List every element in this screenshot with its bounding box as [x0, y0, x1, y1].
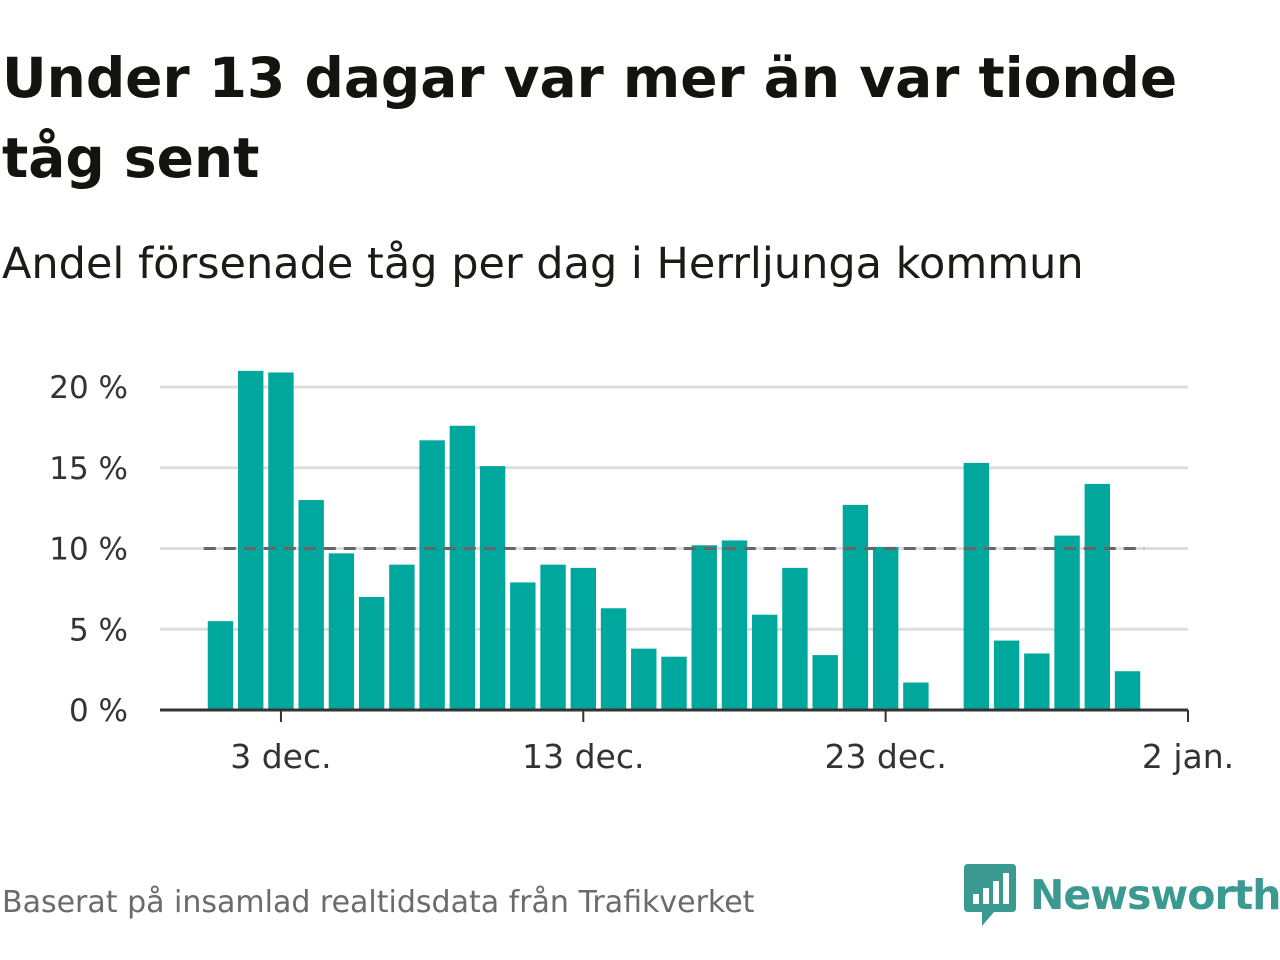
- y-tick-label: 5 %: [69, 612, 128, 648]
- y-tick-label: 10 %: [49, 532, 128, 568]
- bar: [812, 655, 838, 710]
- bar: [1114, 671, 1141, 710]
- x-tick-label: 2 jan.: [1142, 737, 1234, 776]
- bar: [238, 370, 264, 710]
- bar: [631, 648, 657, 710]
- bar: [298, 500, 324, 710]
- bar: [268, 372, 294, 710]
- bar: [691, 545, 717, 710]
- bar-chart: 0 % 5 % 10 % 15 % 20 % 3 dec. 13 dec. 23 dec. 2…: [49, 370, 1234, 776]
- bar: [449, 425, 476, 710]
- bar: [1024, 653, 1050, 710]
- x-axis-labels: 3 dec. 13 dec. 23 dec. 2 jan.: [230, 737, 1234, 776]
- y-axis-labels: 0 % 5 % 10 % 15 % 20 %: [49, 370, 128, 729]
- bar: [207, 621, 234, 710]
- bar: [358, 596, 385, 710]
- bar: [540, 564, 566, 710]
- bar: [721, 540, 748, 710]
- bar: [963, 462, 990, 710]
- bar: [661, 656, 687, 710]
- bar: [872, 546, 899, 710]
- bar: [389, 564, 415, 710]
- x-tick-label: 23 dec.: [824, 737, 946, 776]
- bar: [903, 682, 929, 710]
- bar: [479, 466, 506, 710]
- bar: [419, 440, 445, 710]
- newsworthy-logo: Newsworthy: [964, 864, 1280, 926]
- newsworthy-logo-icon: [964, 864, 1016, 926]
- chart-title: Under 13 dagar var mer än var tionde tåg…: [2, 46, 1178, 190]
- chart-subtitle: Andel försenade tåg per dag i Herrljunga…: [2, 239, 1084, 289]
- bar: [510, 582, 536, 710]
- y-tick-label: 20 %: [49, 370, 128, 406]
- bar: [1084, 483, 1110, 710]
- x-axis: [160, 708, 1189, 722]
- bars: [207, 370, 1141, 710]
- bar: [1054, 535, 1080, 710]
- bar: [570, 567, 596, 710]
- bar: [752, 614, 778, 710]
- x-tick-label: 3 dec.: [230, 737, 331, 776]
- bar: [782, 567, 808, 710]
- bar: [600, 608, 627, 710]
- source-note: Baserat på insamlad realtidsdata från Tr…: [2, 885, 755, 920]
- y-tick-label: 0 %: [69, 693, 128, 729]
- x-tick-label: 13 dec.: [522, 737, 644, 776]
- bar: [328, 553, 355, 710]
- y-tick-label: 15 %: [49, 451, 128, 487]
- bar: [842, 504, 869, 710]
- bar: [993, 640, 1020, 710]
- brand-name: Newsworthy: [1030, 871, 1280, 919]
